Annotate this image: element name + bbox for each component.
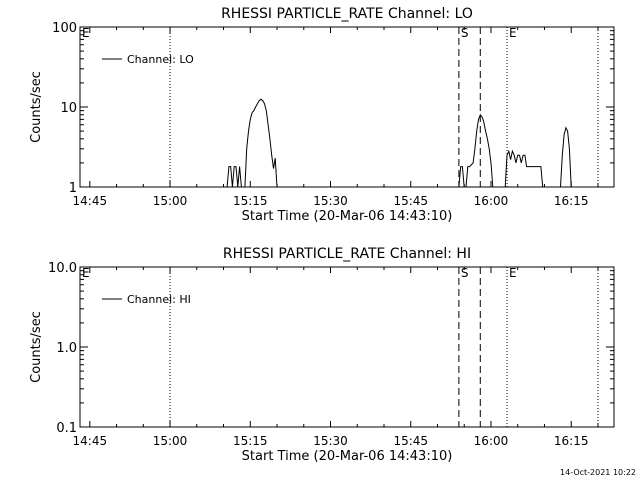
y-axis-label: Counts/sec (29, 311, 44, 383)
x-tick-label: 15:30 (313, 194, 348, 208)
legend-label: Channel: LO (127, 53, 194, 66)
event-marker-label: S (461, 26, 469, 40)
y-tick-label: 0.1 (56, 421, 77, 436)
y-tick-label: 100 (52, 21, 77, 36)
x-axis-label: Start Time (20-Mar-06 14:43:10) (242, 449, 453, 464)
x-tick-label: 16:15 (554, 194, 589, 208)
series-line (504, 149, 545, 188)
x-tick-label: 15:30 (313, 434, 348, 448)
y-axis-label: Counts/sec (29, 71, 44, 143)
plot-frame (79, 266, 615, 428)
figure-timestamp: 14-Oct-2021 10:22 (560, 468, 636, 477)
y-tick-label: 1.0 (56, 341, 77, 356)
y-tick-label: 10.0 (48, 261, 77, 276)
legend-label: Channel: HI (127, 293, 191, 306)
y-tick-label: 1 (69, 181, 77, 196)
x-tick-label: 15:00 (153, 194, 188, 208)
series-line (458, 113, 494, 188)
x-tick-label: 16:15 (554, 434, 589, 448)
x-tick-label: 15:00 (153, 434, 188, 448)
x-tick-label: 15:15 (233, 434, 268, 448)
x-tick-label: 15:45 (393, 434, 428, 448)
x-tick-label: 16:00 (474, 194, 509, 208)
series-line (226, 98, 278, 188)
chart-title: RHESSI PARTICLE_RATE Channel: LO (221, 6, 473, 22)
event-marker-label: E (82, 266, 90, 280)
x-tick-label: 14:45 (73, 194, 108, 208)
chart-title: RHESSI PARTICLE_RATE Channel: HI (223, 246, 471, 262)
x-tick-label: 15:15 (233, 194, 268, 208)
plot-frame (79, 26, 615, 188)
event-marker-label: E (509, 266, 517, 280)
x-tick-label: 16:00 (474, 434, 509, 448)
x-tick-label: 15:45 (393, 194, 428, 208)
event-marker-label: S (461, 266, 469, 280)
event-marker-label: E (82, 26, 90, 40)
x-tick-label: 14:45 (73, 434, 108, 448)
event-marker-label: E (509, 26, 517, 40)
y-tick-label: 10 (60, 101, 77, 116)
x-axis-label: Start Time (20-Mar-06 14:43:10) (242, 209, 453, 224)
series-line (560, 126, 572, 188)
